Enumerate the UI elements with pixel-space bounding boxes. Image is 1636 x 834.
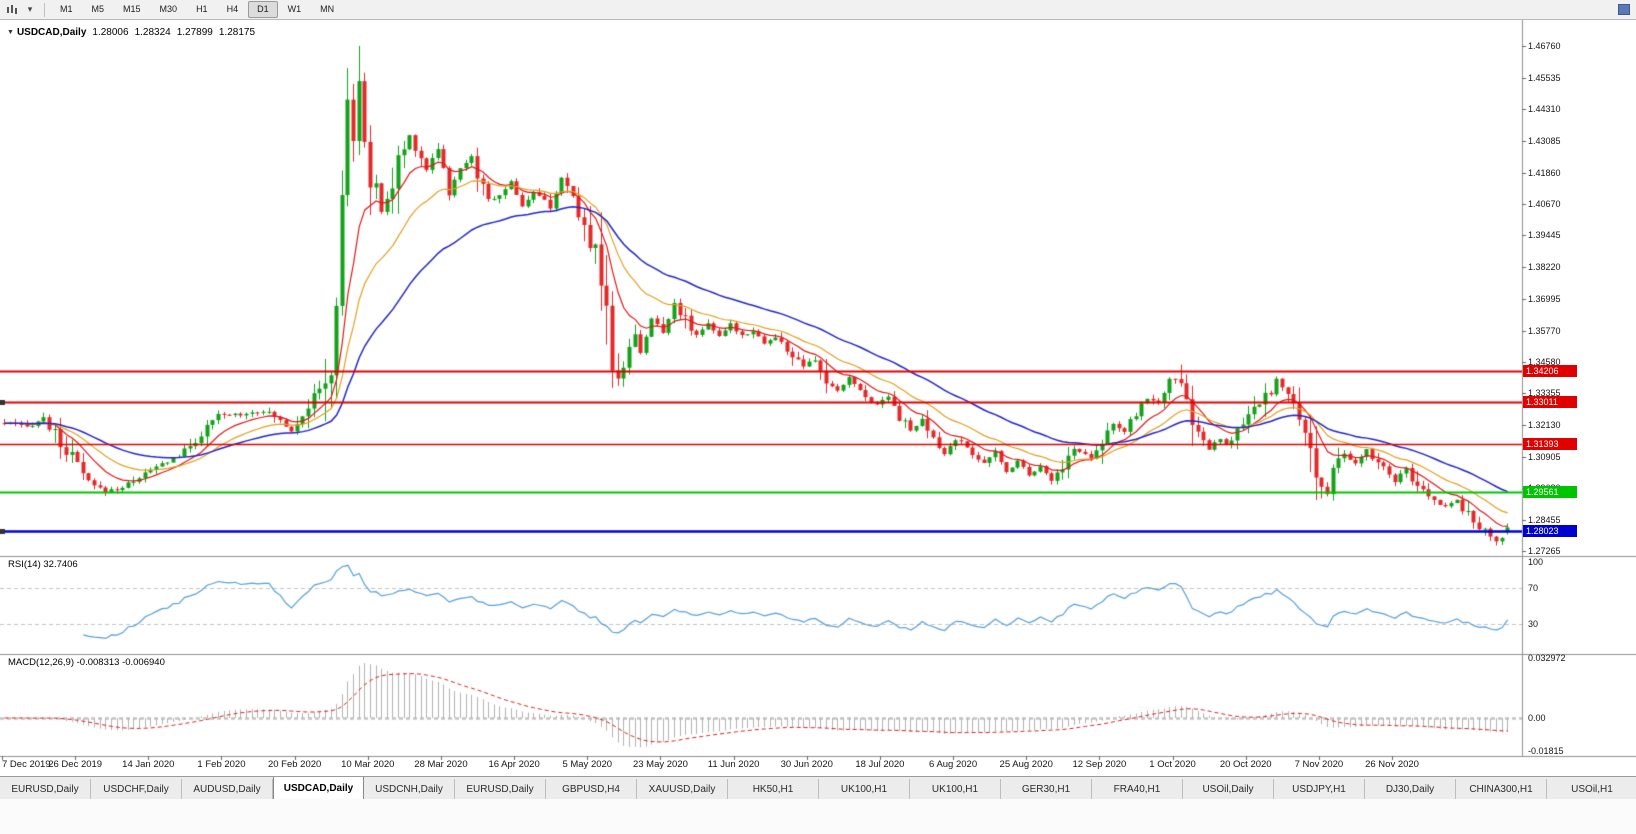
chart-tab-uk100-h1[interactable]: UK100,H1	[910, 779, 1001, 799]
chart-tab-usdchf-daily[interactable]: USDCHF,Daily	[91, 779, 182, 799]
chevron-down-icon[interactable]: ▾	[27, 4, 33, 14]
chart-tab-uk100-h1[interactable]: UK100,H1	[819, 779, 910, 799]
chart-tab-china300-h1[interactable]: CHINA300,H1	[1456, 779, 1547, 799]
timeframe-button-M1[interactable]: M1	[60, 4, 73, 14]
timeframe-button-M30[interactable]: M30	[159, 4, 178, 14]
timeframe-button-M5[interactable]: M5	[91, 4, 105, 14]
chart-tab-gbpusd-h4[interactable]: GBPUSD,H4	[546, 779, 637, 799]
timeframe-button-H4[interactable]: H4	[226, 4, 239, 14]
timeframe-button-H1[interactable]: H1	[196, 4, 208, 14]
timeframe-button-group: M1 M5 M15 M30 H1 H4 D1 W1 MN	[51, 1, 343, 18]
timeframe-button-W1[interactable]: W1	[287, 4, 302, 14]
status-strip	[0, 799, 1636, 834]
chart-tab-usdcad-daily[interactable]: USDCAD,Daily	[273, 777, 364, 799]
chart-tab-ger30-h1[interactable]: GER30,H1	[1001, 779, 1092, 799]
docking-icon[interactable]	[1618, 4, 1630, 15]
chart-toolbar: ▾ M1 M5 M15 M30 H1 H4 D1 W1 MN	[0, 0, 1636, 20]
timeframe-button-MN[interactable]: MN	[320, 4, 335, 14]
toolbar-separator	[44, 2, 45, 17]
chart-tab-fra40-h1[interactable]: FRA40,H1	[1092, 779, 1183, 799]
timeframe-button-D1[interactable]: D1	[248, 1, 278, 18]
price-chart-canvas[interactable]	[0, 0, 1636, 800]
chart-tab-eurusd-daily[interactable]: EURUSD,Daily	[455, 779, 546, 799]
chart-tab-eurusd-daily[interactable]: EURUSD,Daily	[0, 779, 91, 799]
candlestick-chart-icon[interactable]	[4, 3, 20, 17]
chart-tab-xauusd-daily[interactable]: XAUUSD,Daily	[637, 779, 728, 799]
chart-tab-audusd-daily[interactable]: AUDUSD,Daily	[182, 779, 273, 799]
chart-tab-usdjpy-h1[interactable]: USDJPY,H1	[1274, 779, 1365, 799]
chart-tab-bar: EURUSD,Daily USDCHF,Daily AUDUSD,Daily USDC…	[0, 776, 1636, 799]
chart-tab-hk50-h1[interactable]: HK50,H1	[728, 779, 819, 799]
chart-tab-usoil-daily[interactable]: USOil,Daily	[1183, 779, 1274, 799]
chart-tab-usdcnh-daily[interactable]: USDCNH,Daily	[364, 779, 455, 799]
timeframe-button-M15[interactable]: M15	[123, 4, 141, 14]
chart-tab-dj30-daily[interactable]: DJ30,Daily	[1365, 779, 1456, 799]
chart-tab-usoil-h1[interactable]: USOil,H1	[1547, 779, 1636, 799]
